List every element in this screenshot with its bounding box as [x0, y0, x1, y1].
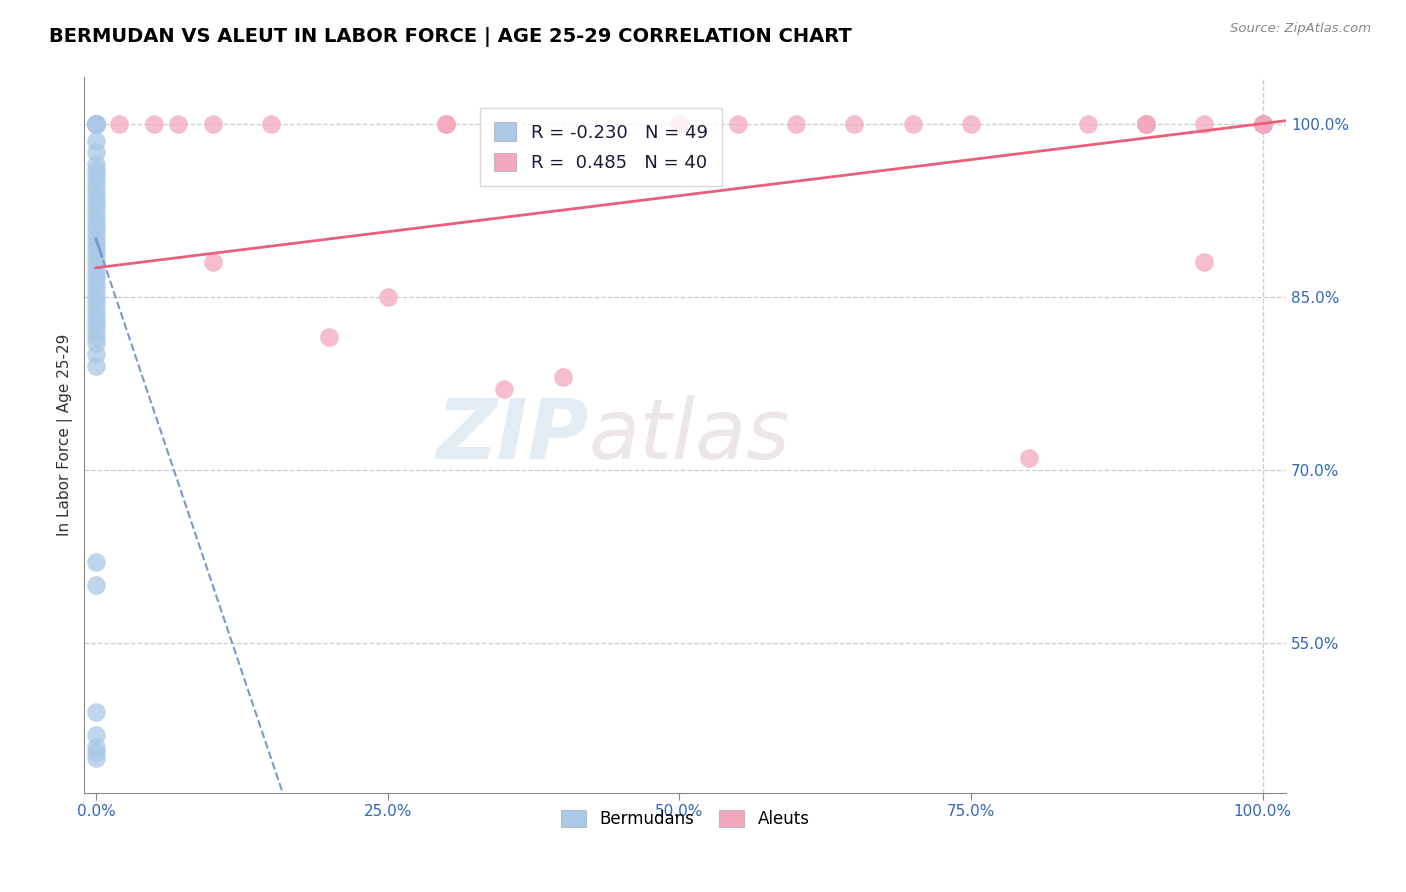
Point	[84, 272, 107, 286]
Point	[84, 117, 107, 131]
Point	[1251, 117, 1274, 131]
Text: Source: ZipAtlas.com: Source: ZipAtlas.com	[1230, 22, 1371, 36]
Point	[1135, 117, 1157, 131]
Point	[84, 117, 107, 131]
Point	[1018, 451, 1040, 466]
Point	[84, 180, 107, 194]
Point	[434, 117, 457, 131]
Text: ZIP: ZIP	[436, 394, 589, 475]
Point	[84, 555, 107, 569]
Point	[84, 117, 107, 131]
Point	[84, 290, 107, 304]
Text: BERMUDAN VS ALEUT IN LABOR FORCE | AGE 25-29 CORRELATION CHART: BERMUDAN VS ALEUT IN LABOR FORCE | AGE 2…	[49, 27, 852, 46]
Point	[84, 330, 107, 344]
Point	[84, 203, 107, 218]
Point	[84, 117, 107, 131]
Point	[84, 174, 107, 188]
Point	[84, 117, 107, 131]
Point	[84, 359, 107, 373]
Point	[1135, 117, 1157, 131]
Point	[668, 117, 690, 131]
Point	[84, 117, 107, 131]
Y-axis label: In Labor Force | Age 25-29: In Labor Force | Age 25-29	[58, 334, 73, 536]
Point	[84, 117, 107, 131]
Point	[84, 214, 107, 228]
Point	[108, 117, 131, 131]
Point	[1194, 117, 1216, 131]
Point	[84, 237, 107, 252]
Point	[1194, 255, 1216, 269]
Point	[84, 186, 107, 200]
Point	[1251, 117, 1274, 131]
Point	[1135, 117, 1157, 131]
Point	[84, 244, 107, 258]
Point	[84, 232, 107, 246]
Point	[84, 318, 107, 333]
Point	[84, 209, 107, 223]
Point	[844, 117, 866, 131]
Point	[377, 290, 399, 304]
Point	[84, 745, 107, 759]
Point	[84, 578, 107, 592]
Point	[84, 739, 107, 754]
Point	[84, 162, 107, 177]
Point	[166, 117, 188, 131]
Point	[84, 301, 107, 315]
Point	[1077, 117, 1099, 131]
Point	[84, 117, 107, 131]
Point	[727, 117, 749, 131]
Point	[494, 382, 516, 396]
Point	[434, 117, 457, 131]
Point	[84, 197, 107, 211]
Point	[84, 134, 107, 148]
Point	[84, 705, 107, 719]
Point	[84, 267, 107, 281]
Text: atlas: atlas	[589, 394, 790, 475]
Point	[551, 370, 574, 384]
Point	[84, 324, 107, 338]
Point	[84, 347, 107, 361]
Point	[84, 117, 107, 131]
Point	[143, 117, 166, 131]
Point	[84, 335, 107, 350]
Point	[434, 117, 457, 131]
Point	[84, 169, 107, 183]
Point	[201, 117, 224, 131]
Point	[84, 307, 107, 321]
Point	[84, 157, 107, 171]
Point	[84, 117, 107, 131]
Point	[84, 278, 107, 293]
Point	[84, 226, 107, 240]
Point	[785, 117, 807, 131]
Legend: Bermudans, Aleuts: Bermudans, Aleuts	[554, 803, 815, 834]
Point	[901, 117, 924, 131]
Point	[1251, 117, 1274, 131]
Point	[84, 220, 107, 235]
Point	[1251, 117, 1274, 131]
Point	[260, 117, 283, 131]
Point	[84, 117, 107, 131]
Point	[84, 192, 107, 206]
Point	[84, 312, 107, 326]
Point	[84, 255, 107, 269]
Point	[84, 260, 107, 275]
Point	[1251, 117, 1274, 131]
Point	[318, 330, 340, 344]
Point	[84, 284, 107, 298]
Point	[84, 249, 107, 263]
Point	[1251, 117, 1274, 131]
Point	[1251, 117, 1274, 131]
Point	[84, 728, 107, 742]
Point	[960, 117, 983, 131]
Point	[84, 295, 107, 310]
Point	[84, 751, 107, 765]
Point	[84, 117, 107, 131]
Point	[1135, 117, 1157, 131]
Point	[84, 145, 107, 160]
Point	[201, 255, 224, 269]
